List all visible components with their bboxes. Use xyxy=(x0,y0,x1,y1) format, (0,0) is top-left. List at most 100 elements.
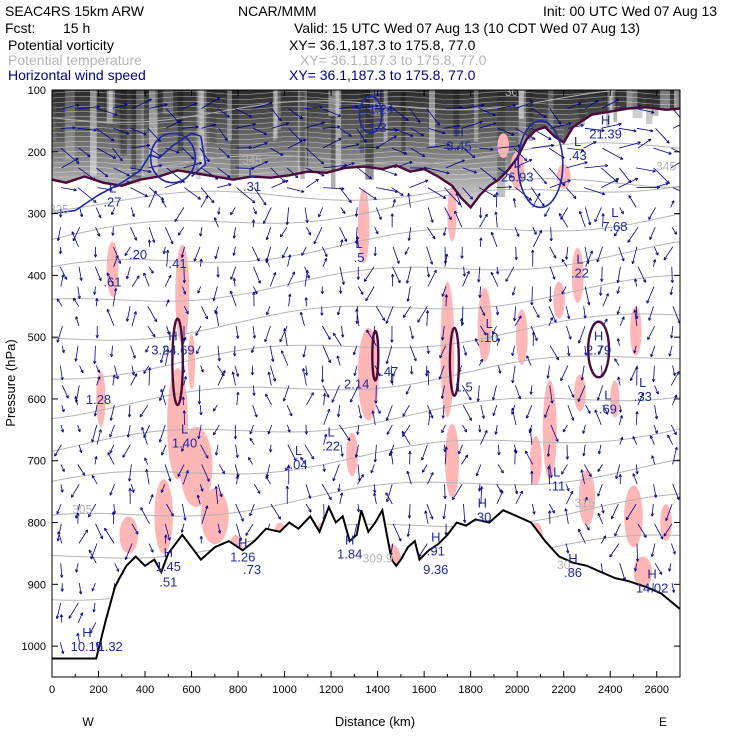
extremum-value: 3.45 xyxy=(446,139,471,154)
wind-vector xyxy=(130,227,137,241)
wind-vector xyxy=(615,464,621,479)
wind-vector-head xyxy=(277,516,281,520)
wind-vector-head xyxy=(348,133,352,137)
wind-vector-head xyxy=(72,297,77,302)
wind-vector-head xyxy=(441,429,445,434)
wind-vector-head xyxy=(251,219,256,223)
wind-vector-head xyxy=(621,258,625,262)
wind-vector-head xyxy=(353,372,357,377)
wind-vector xyxy=(356,236,359,247)
wind-vector xyxy=(61,157,79,169)
y-tick-label: 600 xyxy=(28,394,46,406)
wind-vector-head xyxy=(481,415,485,419)
wind-vector-head xyxy=(530,302,534,306)
wind-vector xyxy=(217,183,232,188)
wind-vector xyxy=(130,484,135,493)
wind-vector-head xyxy=(619,415,623,419)
wind-vector xyxy=(407,286,411,302)
wind-vector-head xyxy=(328,496,332,501)
wind-vector-head xyxy=(233,353,237,357)
wind-vector xyxy=(182,147,195,160)
wind-vector xyxy=(251,246,260,262)
wind-vector-head xyxy=(263,131,268,135)
wind-vector-head xyxy=(54,453,58,457)
wind-vector-head xyxy=(131,489,135,493)
extremum-value: 1.32 xyxy=(97,639,122,654)
wind-vector-head xyxy=(565,550,570,554)
wind-vector-head xyxy=(263,202,267,206)
wind-vector xyxy=(402,424,411,437)
wind-vector-head xyxy=(256,258,260,262)
wind-vector-head xyxy=(552,276,556,280)
wind-vector-head xyxy=(324,257,328,262)
wind-vector-head xyxy=(216,274,220,278)
wind-vector xyxy=(61,404,65,413)
wind-vector-head xyxy=(550,143,555,148)
wind-vector xyxy=(550,123,572,129)
wind-vector-head xyxy=(642,279,646,283)
wind-vector xyxy=(61,187,77,191)
wind-vector-head xyxy=(652,169,656,173)
wind-vector xyxy=(443,227,447,236)
wind-vector xyxy=(609,543,620,558)
wind-vector xyxy=(672,306,680,324)
field-theta-name: Potential temperature xyxy=(8,52,142,68)
wind-vector xyxy=(601,178,619,188)
wind-vector xyxy=(201,505,208,524)
wind-vector xyxy=(654,523,664,540)
wind-vector-head xyxy=(195,332,199,336)
wind-vector-head xyxy=(441,337,445,341)
wind-vector-head xyxy=(530,470,534,474)
wind-vector-head xyxy=(305,269,309,274)
wind-vector xyxy=(110,405,115,421)
wind-vector-head xyxy=(519,490,523,494)
wind-vector-head xyxy=(587,410,591,414)
wind-vector-head xyxy=(370,469,374,474)
x-tick-label: 1600 xyxy=(412,684,436,696)
wind-vector xyxy=(106,309,115,327)
model-title: SEAC4RS 15km ARW xyxy=(5,3,145,19)
wind-vector xyxy=(441,424,446,433)
wind-vector xyxy=(651,503,654,517)
wind-vector-head xyxy=(195,125,199,129)
wind-vector-head xyxy=(509,174,513,178)
wind-vector xyxy=(560,365,569,381)
wind-vector-head xyxy=(666,140,670,144)
wind-vector xyxy=(339,187,352,203)
wind-vector xyxy=(391,187,404,196)
theta-contour xyxy=(52,142,680,178)
wind-vector xyxy=(201,464,210,482)
theta-contour xyxy=(52,213,680,268)
wind-vector-head xyxy=(571,417,575,421)
wind-vector-head xyxy=(94,456,98,460)
wind-vector xyxy=(584,497,588,505)
wind-vector-head xyxy=(213,408,217,412)
wind-vector xyxy=(109,424,115,438)
wind-vector xyxy=(161,444,167,456)
wind-vector xyxy=(252,207,257,215)
wind-vector-head xyxy=(232,252,236,256)
wind-vector xyxy=(567,345,570,356)
wind-vector-head xyxy=(219,493,223,498)
low-marker: L xyxy=(611,205,618,220)
wind-vector-head xyxy=(106,308,110,313)
wind-vector xyxy=(374,227,379,235)
wind-vector xyxy=(409,345,417,362)
wind-vector-head xyxy=(464,454,469,459)
wind-vector xyxy=(77,424,81,432)
wind-vector-head xyxy=(377,410,381,414)
wind-vector-head xyxy=(461,159,465,163)
wind-vector-head xyxy=(396,260,400,264)
wind-vector xyxy=(164,523,171,541)
wind-vector xyxy=(306,392,314,406)
wind-vector-head xyxy=(139,413,143,418)
wind-vector xyxy=(214,217,219,228)
wind-vector-head xyxy=(518,315,522,319)
extremum-value: .5 xyxy=(354,250,365,265)
wind-vector xyxy=(214,306,219,314)
wind-vector xyxy=(408,227,412,241)
wind-vector xyxy=(301,246,307,256)
low-marker: L xyxy=(576,251,583,266)
stratosphere-streak xyxy=(155,90,164,111)
extremum-value: 1.40 xyxy=(172,435,197,450)
